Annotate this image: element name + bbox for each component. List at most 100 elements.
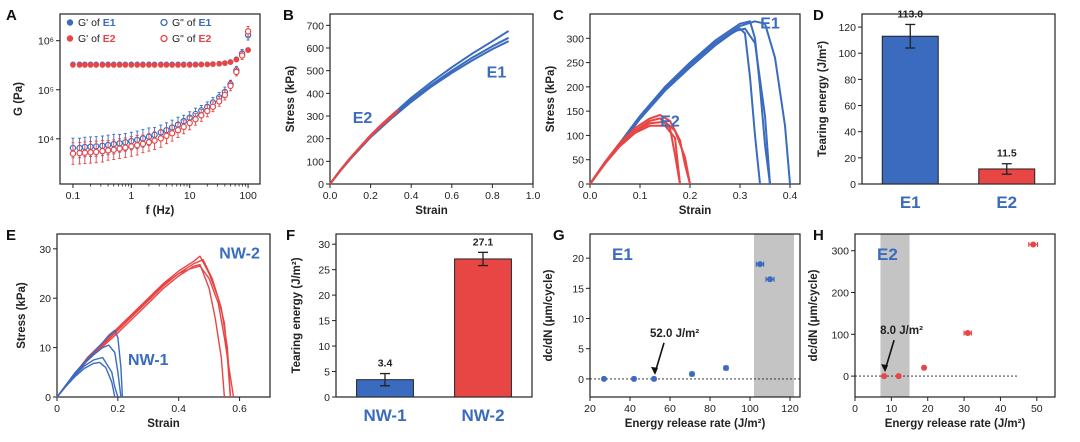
data-point	[238, 52, 246, 59]
legend-marker	[66, 35, 74, 42]
x-tick-label: 0.8	[485, 190, 500, 202]
y-tick-label: 100	[838, 48, 856, 60]
series-line-nw-2	[56, 263, 226, 398]
legend-marker	[160, 18, 168, 27]
panel-e: E 0 0.2 0.4 0.6 0 10 20 30 Strain Stress (kPa) NW-2…	[6, 227, 271, 430]
y-tick-label: 0	[850, 179, 856, 191]
data-point	[1030, 241, 1037, 248]
data-point	[92, 148, 100, 156]
threshold-label: 8.0 J/m²	[880, 325, 923, 337]
series-line-nw-2	[56, 259, 232, 398]
panel-g: G 20 40 60 80 100 120 0 5 10 15 20 Energy release ra…	[543, 227, 801, 430]
y-tick-label: 0	[318, 179, 324, 191]
y-tick-label: 10⁴	[38, 134, 54, 146]
data-point	[601, 375, 607, 382]
x-tick-label: 40	[995, 403, 1007, 415]
x-tick-label: 0.0	[323, 190, 338, 202]
y-tick-label: 50	[572, 155, 584, 167]
y-tick-label: 10⁶	[38, 36, 54, 48]
data-point	[128, 143, 135, 150]
plot-frame	[56, 233, 271, 398]
y-tick-label: 10	[572, 314, 584, 326]
y-tick-label: 20	[39, 293, 51, 305]
x-tick-label: 50	[1031, 403, 1043, 415]
data-point	[145, 139, 153, 146]
data-point	[87, 149, 94, 156]
x-tick-label: 0	[54, 403, 60, 415]
x-tick-label: 120	[781, 403, 799, 415]
data-point	[110, 62, 117, 68]
y-tick-label: 100	[831, 329, 849, 341]
data-point	[69, 150, 77, 157]
x-tick-label: 0.4	[171, 403, 186, 415]
threshold-label: 52.0 J/m²	[650, 328, 699, 340]
y-axis-label: Tearing energy (J/m²)	[291, 257, 303, 373]
y-tick-label: 10⁵	[38, 85, 54, 97]
data-point	[198, 112, 205, 119]
y-tick-label: 200	[566, 82, 584, 94]
series-line-nw-1	[56, 356, 119, 398]
y-tick-label: 15	[572, 283, 584, 295]
category-label-nw-1: NW-1	[363, 406, 406, 425]
data-point	[151, 62, 158, 68]
x-tick-label: 100	[239, 190, 257, 202]
y-tick-label: 200	[306, 134, 324, 146]
category-label-nw-2: NW-2	[461, 406, 504, 425]
data-point	[757, 261, 763, 268]
y-tick-label: 100	[306, 156, 324, 168]
y-axis-label: Stress (kPa)	[545, 66, 557, 133]
series-line-nw-2	[56, 265, 235, 398]
data-point	[204, 107, 211, 115]
legend-label: G' of E2	[78, 33, 116, 45]
data-point	[227, 59, 234, 65]
data-point	[209, 103, 217, 110]
series-annotation-nw-1: NW-1	[128, 352, 169, 369]
series-line-e1	[589, 20, 791, 185]
plot-frame	[854, 233, 1056, 398]
data-point	[76, 62, 83, 68]
data-point	[93, 62, 99, 68]
legend-tag: E2	[199, 33, 212, 45]
data-point	[221, 91, 229, 99]
y-tick-label: 20	[572, 253, 584, 265]
y-tick-label: 0	[578, 374, 584, 386]
x-tick-label: 30	[958, 403, 970, 415]
data-point	[222, 60, 228, 66]
y-tick-label: 20	[318, 290, 330, 302]
data-point	[180, 62, 187, 68]
panel-label: G	[553, 227, 565, 244]
x-tick-label: 0.2	[683, 190, 698, 202]
plot-frame	[329, 13, 534, 185]
data-point	[70, 62, 76, 68]
plot-frame	[589, 13, 801, 185]
y-axis-label: dc/dN (μm/cycle)	[808, 269, 820, 361]
y-tick-label: 400	[306, 88, 324, 100]
y-tick-label: 0	[578, 179, 584, 191]
x-tick-label: 10	[886, 403, 898, 415]
data-point	[82, 62, 88, 68]
legend-prefix: G" of	[172, 17, 199, 29]
data-point	[99, 62, 106, 68]
data-point	[122, 144, 129, 151]
y-tick-label: 0	[843, 371, 849, 383]
y-tick-label: 120	[838, 22, 856, 34]
data-point	[76, 149, 83, 157]
y-tick-label: 5	[578, 344, 584, 356]
legend-prefix: G' of	[78, 17, 103, 29]
data-point	[140, 62, 146, 68]
bar-value-label: 11.5	[997, 148, 1017, 160]
y-tick-label: 200	[831, 288, 849, 300]
data-point	[168, 130, 176, 137]
data-point	[163, 62, 170, 68]
series-annotation-nw-2: NW-2	[219, 246, 260, 263]
y-axis-label: Tearing energy (J/m²)	[817, 41, 829, 157]
y-tick-label: 15	[318, 316, 330, 328]
y-tick-label: 30	[39, 244, 51, 256]
data-point	[105, 62, 111, 68]
data-point	[192, 116, 199, 123]
x-tick-label: 0.0	[583, 190, 598, 202]
data-point	[169, 62, 175, 68]
data-point	[139, 140, 147, 148]
data-point	[122, 62, 129, 68]
x-axis-label: Strain	[415, 205, 448, 217]
